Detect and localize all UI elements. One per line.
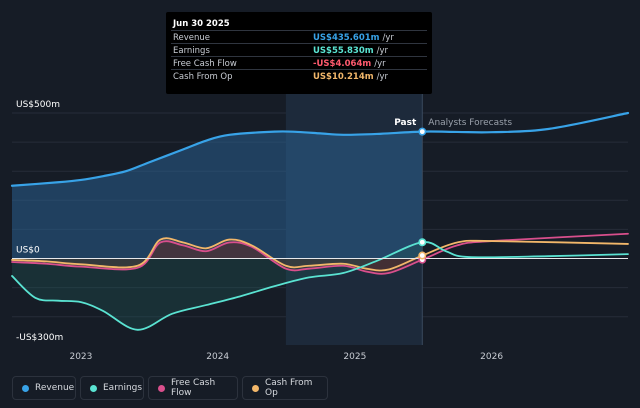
tooltip-label: Revenue (173, 33, 211, 43)
tooltip-row-free-cash-flow: Free Cash Flow -US$4.064m/yr (171, 56, 427, 70)
marker-revenue (418, 127, 427, 136)
x-axis-label: 2024 (206, 352, 229, 362)
legend-item-cash-from-op[interactable]: Cash From Op (242, 376, 328, 400)
series-line-free-cash-flow (11, 232, 629, 275)
x-axis-label: 2023 (69, 352, 92, 362)
series-lines (10, 111, 630, 331)
tooltip-value: US$10.214m/yr (313, 72, 388, 82)
legend-label: Earnings (103, 383, 143, 393)
analysts-forecasts-label: Analysts Forecasts (428, 118, 512, 128)
tooltip-value: US$435.601m/yr (313, 33, 394, 43)
series-fill-cash-from-op (12, 238, 423, 271)
legend-dot (90, 385, 97, 392)
legend-item-revenue[interactable]: Revenue (12, 376, 76, 400)
marker-earnings (418, 238, 427, 247)
marker-cash-from-op (418, 251, 427, 260)
tooltip-date: Jun 30 2025 (173, 19, 230, 29)
tooltip-row-revenue: Revenue US$435.601m/yr (171, 30, 427, 44)
legend-label: Cash From Op (265, 378, 313, 398)
series-fills (12, 131, 423, 330)
tooltip-row-cash-from-op: Cash From Op US$10.214m/yr (171, 69, 427, 83)
tooltip-label: Earnings (173, 46, 210, 56)
legend-dot (158, 385, 165, 392)
legend-label: Revenue (35, 383, 75, 393)
x-axis-label: 2025 (343, 352, 366, 362)
series-fill-revenue (12, 131, 423, 259)
x-axis-labels: 2023 2024 2025 2026 (69, 352, 503, 362)
tooltip-value: -US$4.064m/yr (313, 59, 386, 69)
legend-label: Free Cash Flow (171, 378, 216, 398)
legend-dot (22, 385, 29, 392)
series-line-earnings (11, 241, 629, 331)
y-axis-label: US$500m (16, 100, 60, 110)
x-axis-label: 2026 (480, 352, 503, 362)
y-axis-label: -US$300m (16, 333, 63, 343)
tooltip-label: Cash From Op (173, 72, 233, 82)
legend-item-free-cash-flow[interactable]: Free Cash Flow (148, 376, 238, 400)
chart-area: Past Analysts Forecasts US$500m US$0 -US$3… (10, 93, 630, 362)
tooltip-row-earnings: Earnings US$55.830m/yr (171, 43, 427, 57)
y-axis-labels: US$500m US$0 -US$300m (16, 100, 63, 343)
y-axis-label: US$0 (16, 246, 40, 256)
series-line-revenue (10, 111, 630, 187)
tooltip-label: Free Cash Flow (173, 59, 237, 69)
tooltip-value: US$55.830m/yr (313, 46, 388, 56)
tooltip: Jun 30 2025 Revenue US$435.601m/yr Earni… (166, 12, 432, 94)
legend-item-earnings[interactable]: Earnings (80, 376, 144, 400)
legend-dot (252, 385, 259, 392)
divider-markers (418, 127, 427, 264)
past-label: Past (394, 118, 417, 128)
